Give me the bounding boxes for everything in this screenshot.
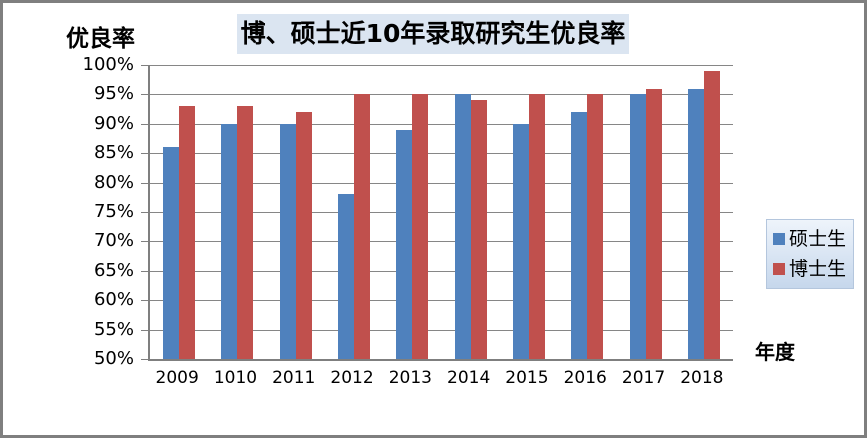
- x-axis-title: 年度: [755, 340, 795, 364]
- category-1010: [208, 65, 266, 359]
- bar-masters-2014: [454, 94, 471, 359]
- legend: 硕士生 博士生: [766, 219, 854, 289]
- y-axis-tick: [141, 329, 148, 331]
- y-axis-tick: [141, 123, 148, 125]
- y-axis-tick: [141, 65, 148, 66]
- x-tick-label-2017: 2017: [621, 368, 666, 388]
- x-tick-label-1010: 1010: [213, 368, 258, 388]
- bar-doctors-2017: [645, 88, 662, 359]
- bar-doctors-2018: [703, 70, 720, 359]
- y-tick-label: 100%: [82, 54, 134, 75]
- y-axis-tick: [141, 94, 148, 96]
- bar-doctors-1010: [237, 106, 254, 359]
- legend-label-masters: 硕士生: [789, 228, 847, 251]
- bar-doctors-2013: [412, 94, 429, 359]
- legend-swatch-masters-icon: [773, 233, 785, 246]
- y-axis-tick: [141, 270, 148, 272]
- gridline: [150, 182, 733, 184]
- y-axis-tick-labels: 100% 95% 90% 85% 80% 75% 70% 65% 60% 55% 50%: [51, 55, 134, 369]
- y-tick-label: 70%: [93, 230, 134, 252]
- category-2018: [675, 65, 733, 359]
- category-2017: [616, 65, 674, 359]
- category-2009: [150, 65, 208, 359]
- bar-doctors-2015: [528, 94, 545, 359]
- category-2015: [500, 65, 558, 359]
- bar-masters-2015: [512, 123, 529, 359]
- y-tick-label: 55%: [93, 318, 134, 340]
- category-2011: [267, 65, 325, 359]
- legend-item-doctors: 博士生: [773, 259, 853, 279]
- bar-doctors-2011: [295, 112, 312, 359]
- y-axis-ticks: [141, 65, 733, 360]
- legend-label-doctors: 博士生: [789, 257, 847, 280]
- y-axis-tick: [141, 182, 148, 184]
- gridline: [150, 300, 733, 302]
- gridline: [150, 153, 733, 155]
- bar-masters-2012: [338, 194, 355, 359]
- gridline: [150, 212, 733, 213]
- legend-swatch-doctors-icon: [773, 262, 785, 275]
- x-tick-label-2015: 2015: [505, 368, 549, 388]
- bar-doctors-2009: [179, 106, 196, 359]
- x-tick-label-2016: 2016: [563, 368, 607, 388]
- category-2016: [558, 65, 616, 359]
- x-tick-label-2011: 2011: [272, 368, 316, 388]
- chart-title: 博、硕士近10年录取研究生优良率: [237, 14, 629, 54]
- bar-masters-2016: [571, 112, 588, 359]
- y-tick-label: 65%: [93, 259, 134, 281]
- gridline: [150, 241, 733, 243]
- category-2013: [383, 65, 441, 359]
- y-axis-tick: [141, 300, 148, 302]
- gridline: [150, 123, 733, 125]
- y-axis-tick: [141, 359, 148, 360]
- x-tick-label-2013: 2013: [388, 368, 432, 388]
- gridline: [150, 329, 733, 331]
- y-axis-title: 优良率: [66, 26, 135, 52]
- bar-masters-2013: [396, 129, 413, 359]
- gridline: [150, 270, 733, 272]
- gridlines: [150, 65, 733, 359]
- y-tick-label: 90%: [93, 112, 134, 134]
- legend-item-masters: 硕士生: [773, 229, 853, 249]
- category-2014: [441, 65, 499, 359]
- plot-area: [141, 65, 733, 361]
- y-tick-label: 80%: [93, 171, 134, 193]
- x-tick-label-2014: 2014: [447, 368, 491, 388]
- bar-masters-1010: [221, 123, 238, 359]
- y-tick-label: 60%: [93, 289, 134, 311]
- x-tick-label-2018: 2018: [680, 368, 724, 388]
- plot-bars: [150, 65, 733, 359]
- y-tick-label: 75%: [93, 201, 134, 222]
- x-tick-label-2009: 2009: [155, 368, 199, 388]
- bar-doctors-2014: [470, 100, 487, 359]
- bar-masters-2018: [687, 88, 704, 359]
- bar-masters-2011: [279, 123, 296, 359]
- gridline: [150, 65, 733, 66]
- bar-masters-2009: [163, 147, 180, 359]
- y-tick-label: 95%: [93, 83, 134, 105]
- y-tick-label: 85%: [93, 142, 134, 164]
- y-axis-tick: [141, 153, 148, 155]
- category-2012: [325, 65, 383, 359]
- y-tick-label: 50%: [93, 348, 134, 369]
- y-axis-tick: [141, 241, 148, 243]
- bar-doctors-2016: [587, 94, 604, 359]
- bar-doctors-2012: [354, 94, 371, 359]
- y-axis-tick: [141, 212, 148, 213]
- bar-masters-2017: [629, 94, 646, 359]
- x-tick-label-2012: 2012: [330, 368, 374, 388]
- x-axis-tick-labels: 2009 1010 2011 2012 2013 2014 2015 2016 2017 2018: [148, 368, 731, 388]
- gridline: [150, 94, 733, 96]
